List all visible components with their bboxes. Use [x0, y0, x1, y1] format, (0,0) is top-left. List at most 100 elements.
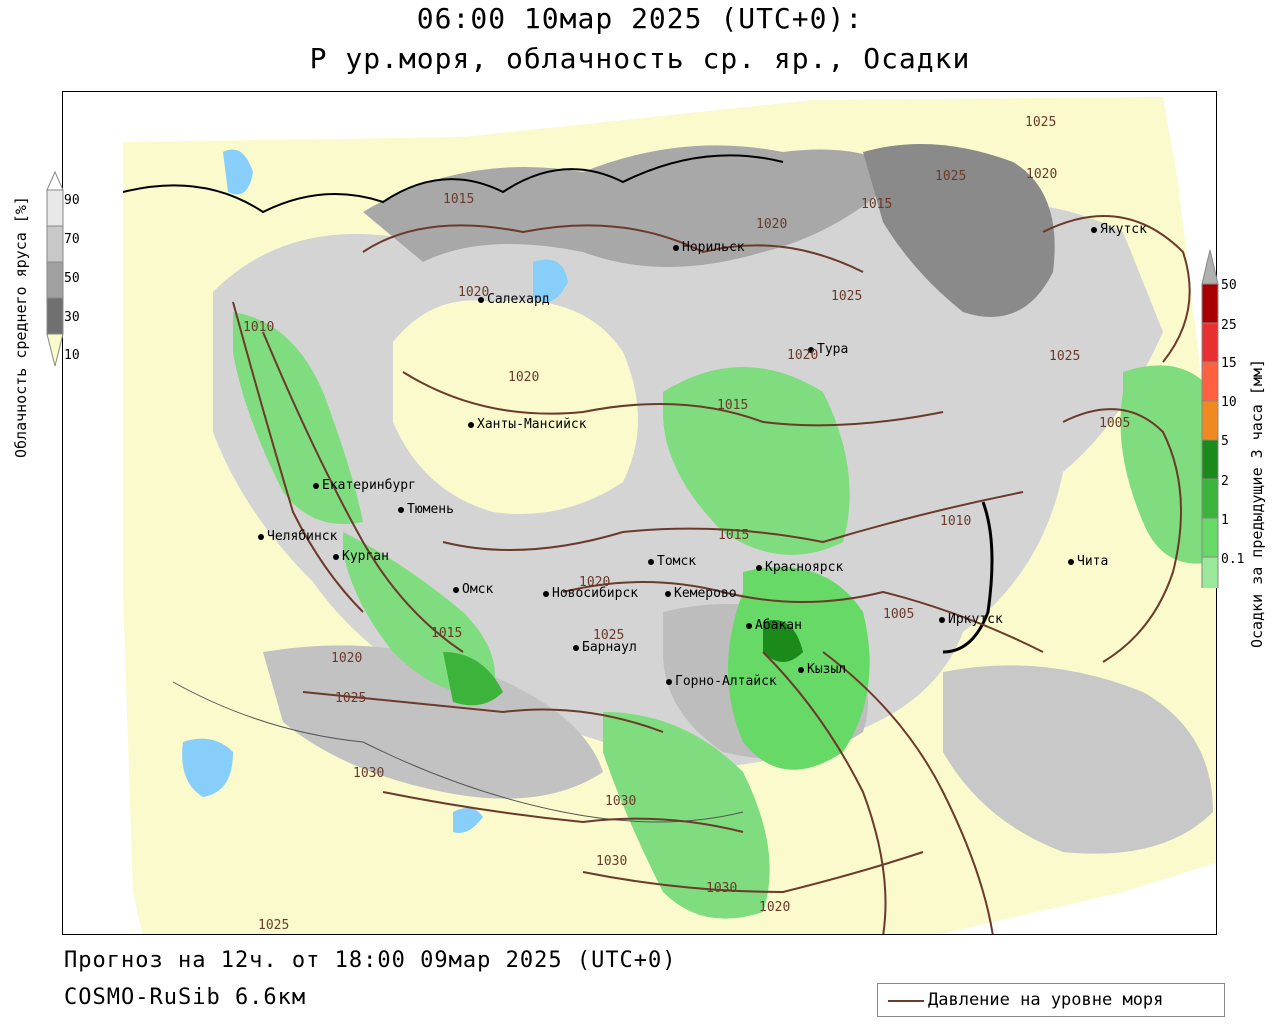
city-dot-icon: [666, 678, 672, 685]
city-dot-icon: [398, 506, 404, 513]
city-dot-icon: [756, 564, 762, 571]
city-dot-icon: [573, 644, 579, 651]
cloud-tick: 90: [64, 193, 80, 208]
isobar-label: 1020: [508, 370, 540, 385]
map-title: 06:00 10мар 2025 (UTC+0):: [416, 2, 864, 35]
isobar-label: 1020: [756, 217, 788, 232]
precip-scale-label: Осадки за предыдущие 3 часа [мм]: [1248, 359, 1266, 648]
city-dot-icon: [746, 622, 752, 629]
city-dot-icon: [258, 533, 264, 540]
city-omsk: Омск: [453, 582, 493, 597]
precip-tick: 1: [1221, 513, 1229, 528]
city-norilsk: Норильск: [673, 240, 745, 255]
isobar-label: 1020: [458, 285, 490, 300]
city-dot-icon: [665, 590, 671, 597]
precip-tick: 5: [1221, 434, 1229, 449]
isobar-label: 1020: [787, 348, 819, 363]
isobar-label: 1010: [243, 320, 275, 335]
isobar-label: 1005: [1099, 416, 1131, 431]
isobar-label: 1015: [431, 626, 463, 641]
isobar-label: 1020: [331, 651, 363, 666]
isobar-label: 1015: [717, 398, 749, 413]
isobar-label: 1030: [605, 794, 637, 809]
city-dot-icon: [453, 586, 459, 593]
city-abakan: Абакан: [746, 618, 802, 633]
city-dot-icon: [648, 558, 654, 565]
city-yakutsk: Якутск: [1091, 222, 1147, 237]
precip-tick: 10: [1221, 395, 1237, 410]
isobar-label: 1015: [861, 197, 893, 212]
city-dot-icon: [313, 482, 319, 489]
isobar-label: 1025: [258, 918, 290, 933]
isobar-label: 1025: [593, 628, 625, 643]
forecast-info: Прогноз на 12ч. от 18:00 09мар 2025 (UTC…: [64, 948, 677, 973]
isobar-label: 1015: [443, 192, 475, 207]
city-novosibirsk: Новосибирск: [543, 586, 638, 601]
city-dot-icon: [1068, 558, 1074, 565]
city-krasnoyarsk: Красноярск: [756, 560, 843, 575]
isobar-label: 1030: [353, 766, 385, 781]
cloud-tick: 50: [64, 271, 80, 286]
city-dot-icon: [333, 553, 339, 560]
city-dot-icon: [939, 616, 945, 623]
city-tyumen: Тюмень: [398, 502, 454, 517]
city-kemerovo: Кемерово: [665, 586, 737, 601]
precip-color-step: [1201, 361, 1219, 402]
map-subtitle: P ур.моря, облачность ср. яр., Осадки: [309, 42, 971, 75]
city-khanty-mansiysk: Ханты-Мансийск: [468, 417, 587, 432]
model-name: COSMO-RuSib 6.6км: [64, 985, 307, 1010]
isobar-label: 1020: [1026, 167, 1058, 182]
isobar-label: 1010: [940, 514, 972, 529]
precip-tick: 25: [1221, 318, 1237, 333]
precip-color-step: [1201, 478, 1219, 519]
isobar-label: 1030: [596, 854, 628, 869]
cloud-tick: 10: [64, 348, 80, 363]
city-chelyabinsk: Челябинск: [258, 529, 337, 544]
cloud-scale-label: Облачность среднего яруса [%]: [12, 196, 30, 458]
city-dot-icon: [468, 421, 474, 428]
isobar-label: 1020: [759, 900, 791, 915]
cloud-colorbar: [46, 170, 64, 367]
city-gorno-altaysk: Горно-Алтайск: [666, 674, 777, 689]
precip-color-step: [1201, 283, 1219, 324]
isobar-label: 1025: [1025, 115, 1057, 130]
cloud-tick: 70: [64, 232, 80, 247]
city-dot-icon: [798, 666, 804, 673]
precip-color-step: [1201, 439, 1219, 480]
city-ekaterinburg: Екатеринбург: [313, 478, 416, 493]
precip-tick: 50: [1221, 278, 1237, 293]
city-irkutsk: Иркутск: [939, 612, 1003, 627]
city-tura: Тура: [808, 342, 848, 357]
precip-color-step: [1201, 556, 1219, 588]
city-kyzyl: Кызыл: [798, 662, 846, 677]
city-dot-icon: [808, 346, 814, 353]
cloud-tick: 30: [64, 310, 80, 325]
city-tomsk: Томск: [648, 554, 696, 569]
isobar-label: 1030: [706, 881, 738, 896]
city-dot-icon: [478, 296, 484, 303]
map-canvas: [63, 92, 1216, 934]
city-dot-icon: [673, 244, 679, 251]
isobar-label: 1025: [935, 169, 967, 184]
city-barnaul: Барнаул: [573, 640, 637, 655]
precip-color-step: [1201, 400, 1219, 441]
city-salekhard: Салехард: [478, 292, 550, 307]
legend-label: Давление на уровне моря: [928, 990, 1164, 1010]
isobar-label: 1005: [883, 607, 915, 622]
city-chita: Чита: [1068, 554, 1108, 569]
precip-tick: 2: [1221, 474, 1229, 489]
legend: Давление на уровне моря: [877, 983, 1225, 1017]
isobar-legend-line: [888, 1000, 924, 1002]
isobar-label: 1015: [718, 528, 750, 543]
weather-map: Норильск Салехард Ханты-Мансийск Екатери…: [62, 91, 1217, 935]
isobar-label: 1025: [831, 289, 863, 304]
city-kurgan: Курган: [333, 549, 389, 564]
isobar-label: 1020: [579, 575, 611, 590]
precip-tick: 0.1: [1221, 552, 1245, 567]
city-dot-icon: [543, 590, 549, 597]
city-dot-icon: [1091, 226, 1097, 233]
precip-color-step: [1201, 517, 1219, 558]
isobar-label: 1025: [1049, 349, 1081, 364]
precip-tick: 15: [1221, 356, 1237, 371]
precip-color-step: [1201, 322, 1219, 363]
